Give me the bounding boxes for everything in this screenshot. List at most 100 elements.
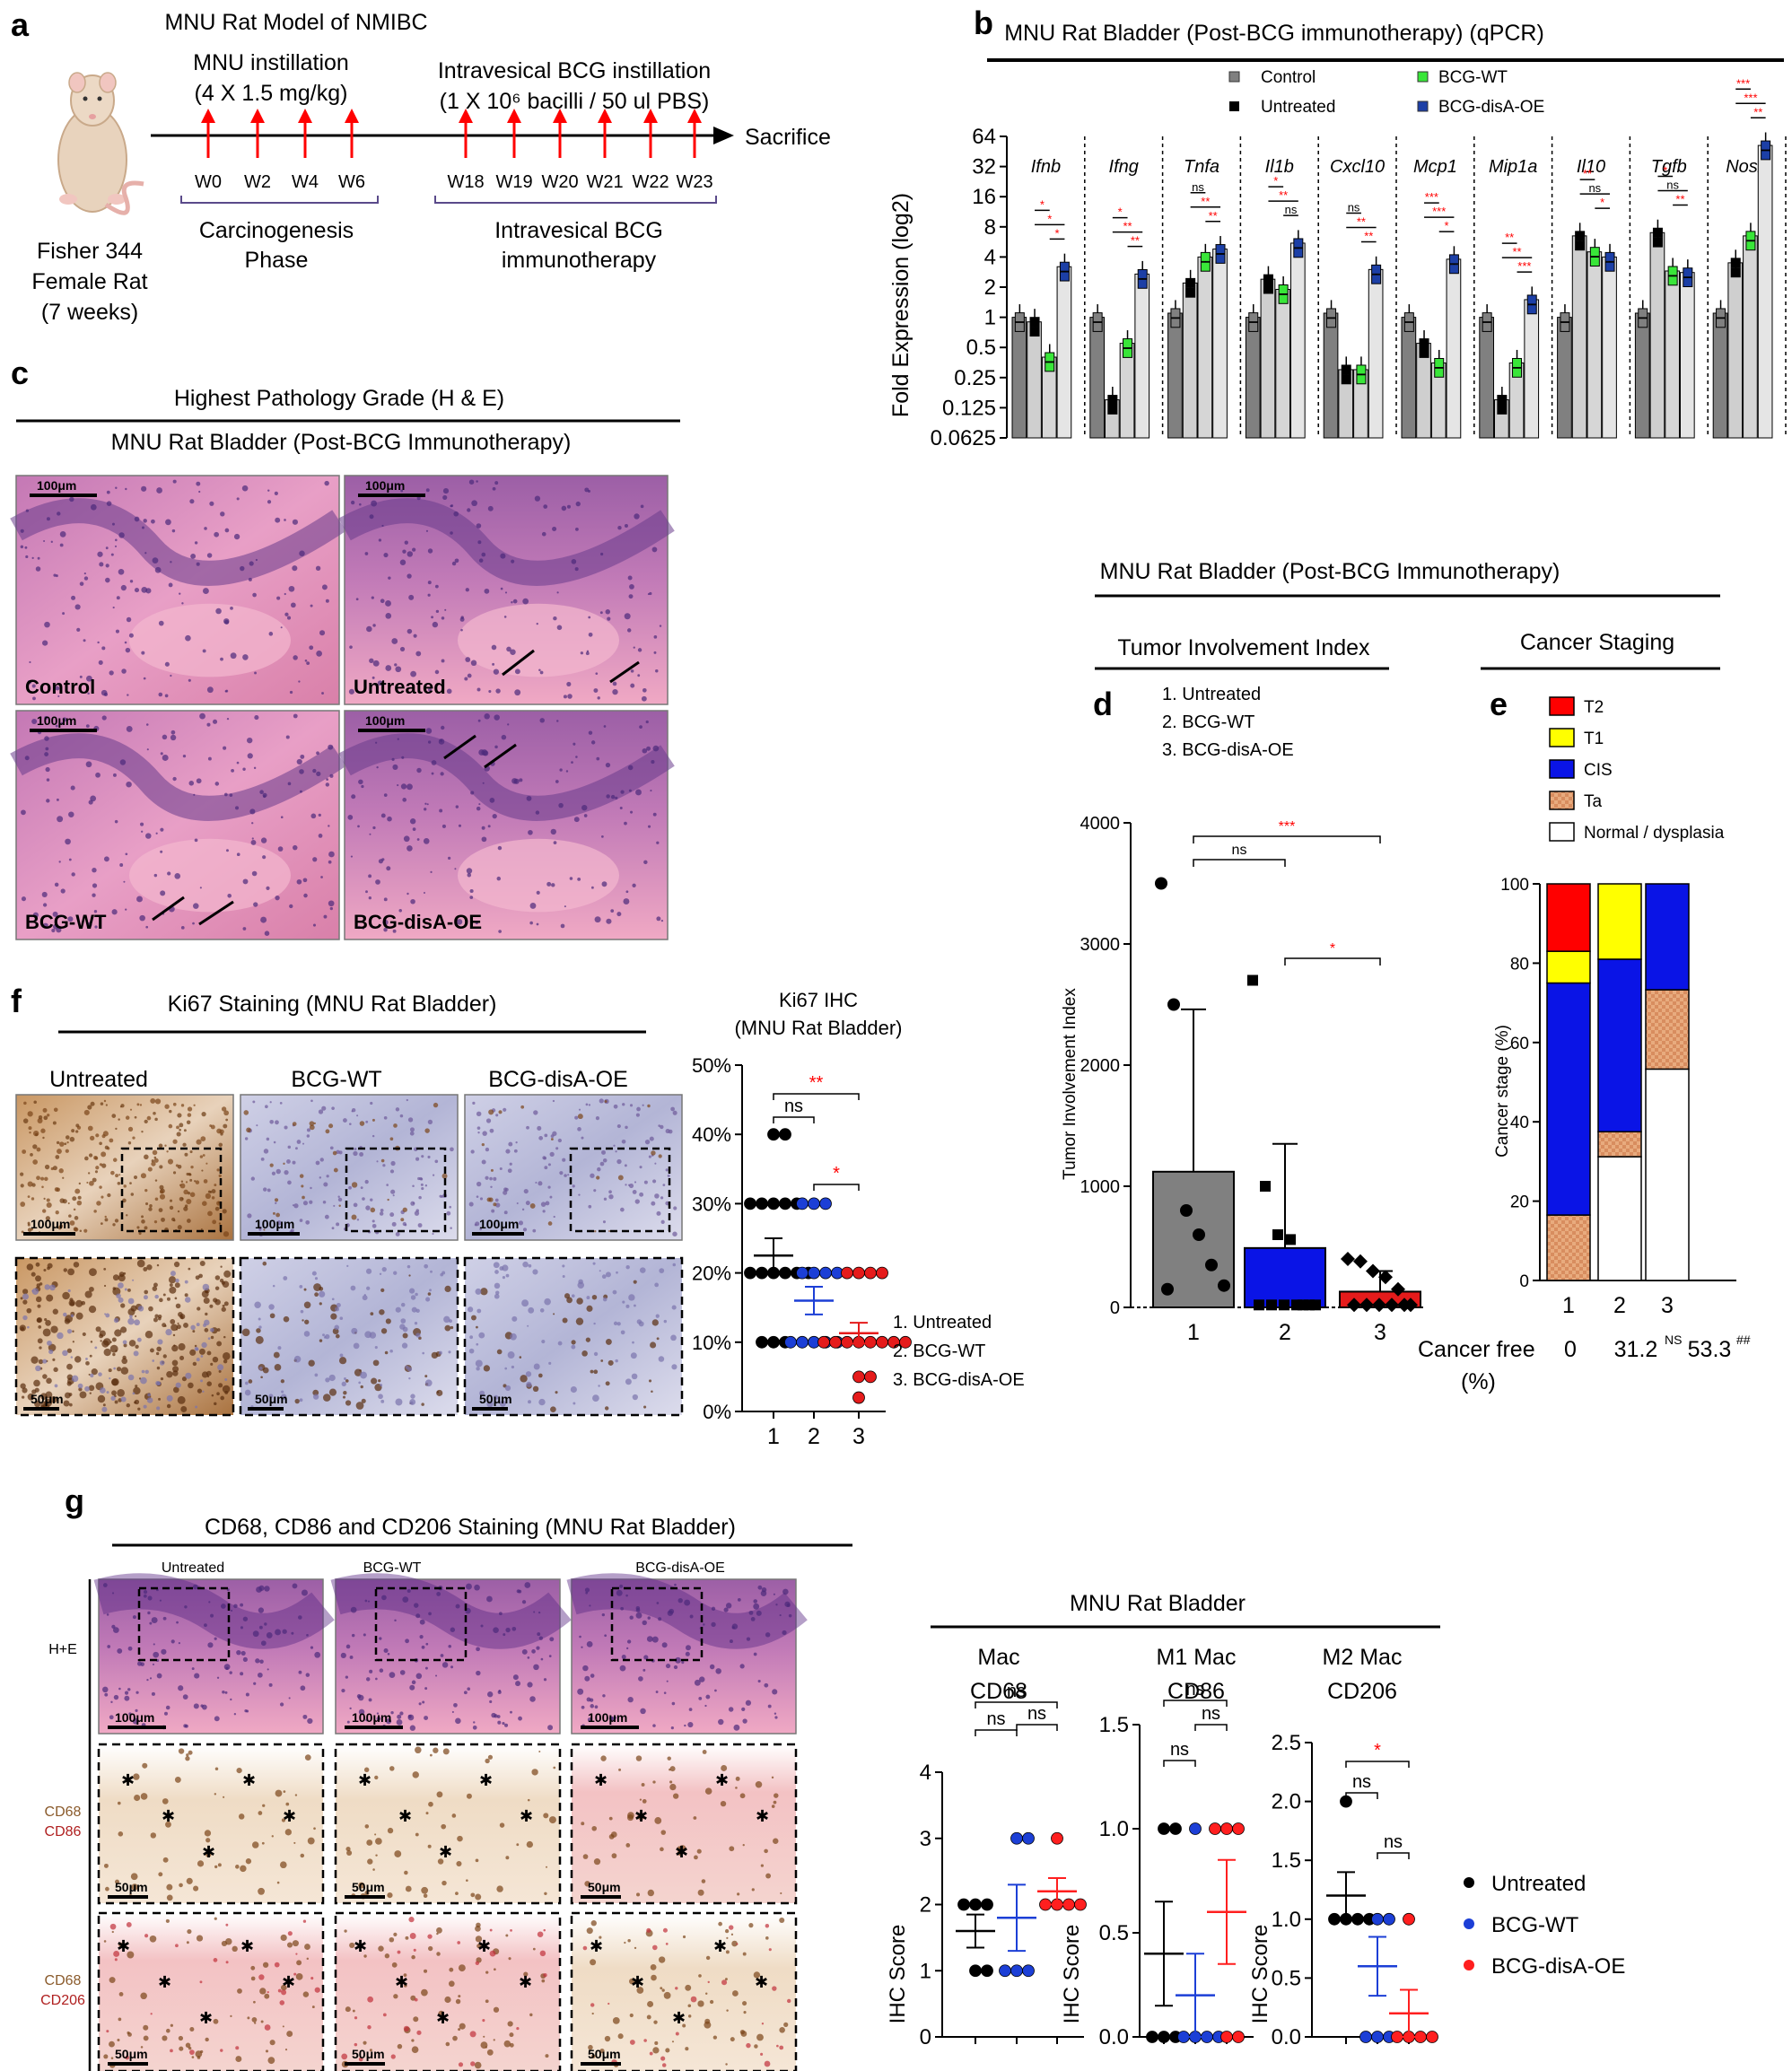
cell-nucleus — [642, 1799, 647, 1804]
positive-cell-marker: ✱ — [282, 1973, 295, 1991]
cell-nucleus — [634, 1946, 637, 1950]
cell-nucleus — [599, 2048, 605, 2054]
cell-nucleus — [595, 672, 599, 676]
cell-nucleus — [565, 770, 569, 773]
cell-nucleus — [63, 1400, 70, 1407]
cell-nucleus — [431, 1351, 439, 1359]
cell-nucleus — [31, 1197, 35, 1201]
cell-nucleus — [299, 769, 304, 774]
urothelium-layer — [10, 733, 346, 821]
cell-nucleus — [454, 868, 457, 870]
cell-nucleus — [196, 562, 200, 566]
cancer-free-unit: (%) — [1461, 1369, 1496, 1394]
cell-nucleus — [498, 1612, 503, 1616]
cell-nucleus — [339, 1353, 344, 1358]
cell-nucleus — [189, 1150, 193, 1154]
cell-nucleus — [180, 1104, 185, 1107]
cell-nucleus — [42, 1328, 51, 1337]
cell-nucleus — [205, 1289, 208, 1293]
qpcr-bar — [1727, 262, 1744, 439]
cell-nucleus — [177, 1322, 179, 1324]
cell-nucleus — [341, 1688, 345, 1693]
stage-legend-swatch — [1549, 759, 1575, 779]
cd206-head-1: M2 Mac — [1323, 1645, 1403, 1670]
cell-nucleus — [93, 910, 98, 913]
cell-nucleus — [599, 1270, 601, 1272]
cell-nucleus — [725, 2063, 728, 2066]
cell-nucleus — [158, 1397, 162, 1401]
cell-nucleus — [166, 1297, 170, 1301]
cell-nucleus — [141, 651, 145, 655]
cell-nucleus — [253, 1682, 257, 1685]
cell-nucleus — [190, 1324, 196, 1331]
cell-nucleus — [773, 1838, 779, 1845]
cell-nucleus — [242, 767, 246, 771]
cell-nucleus — [415, 1673, 423, 1680]
cell-nucleus — [135, 1691, 139, 1694]
cell-nucleus — [255, 1335, 264, 1344]
cell-nucleus — [400, 1302, 406, 1307]
y-tick-label: 8 — [984, 215, 996, 240]
stage-legend-label: T2 — [1584, 698, 1604, 717]
cell-nucleus — [170, 2023, 173, 2027]
cell-nucleus — [149, 1621, 153, 1625]
cell-nucleus — [138, 1231, 142, 1236]
cell-nucleus — [345, 1379, 349, 1383]
cell-nucleus — [548, 1816, 556, 1824]
cell-nucleus — [38, 1324, 42, 1329]
cell-nucleus — [152, 1149, 158, 1156]
scale-bar-label: 50μm — [352, 2047, 385, 2061]
cell-nucleus — [436, 1592, 441, 1596]
cell-nucleus — [74, 604, 81, 610]
cell-nucleus — [760, 1864, 765, 1867]
cell-nucleus — [230, 2014, 232, 2018]
cell-nucleus — [586, 1305, 593, 1312]
cell-nucleus — [364, 1890, 370, 1896]
cell-nucleus — [146, 1115, 152, 1121]
cell-nucleus — [287, 1145, 292, 1149]
cell-nucleus — [421, 1645, 425, 1649]
cell-nucleus — [319, 1176, 322, 1179]
cell-nucleus — [109, 1138, 114, 1143]
cell-nucleus — [306, 1128, 311, 1132]
cell-nucleus — [406, 892, 409, 896]
cell-nucleus — [293, 713, 298, 719]
cell-nucleus — [359, 1369, 362, 1372]
cell-nucleus — [364, 1824, 370, 1829]
cell-nucleus — [63, 1268, 68, 1272]
cell-nucleus — [214, 1917, 217, 1920]
cell-nucleus — [176, 1125, 179, 1130]
cell-nucleus — [432, 1232, 434, 1236]
cell-nucleus — [450, 1227, 452, 1229]
stage-segment — [1597, 1131, 1642, 1158]
cell-nucleus — [302, 1195, 305, 1200]
cell-nucleus — [260, 916, 267, 923]
cell-nucleus — [654, 1162, 657, 1165]
cell-nucleus — [496, 1349, 503, 1355]
cell-nucleus — [242, 1616, 249, 1621]
tumor-point — [1341, 1252, 1355, 1266]
cell-nucleus — [503, 1190, 508, 1195]
cell-nucleus — [351, 1633, 355, 1638]
cell-nucleus — [282, 2025, 284, 2028]
significance-bracket — [813, 1184, 860, 1191]
cell-nucleus — [169, 1286, 177, 1294]
cell-nucleus — [643, 1405, 647, 1409]
cell-nucleus — [212, 1356, 219, 1363]
ki67-plot-title-1: Ki67 IHC — [779, 989, 858, 1011]
cell-nucleus — [22, 1299, 28, 1305]
cell-nucleus — [124, 1691, 129, 1695]
cell-nucleus — [202, 588, 209, 595]
cell-nucleus — [165, 1918, 170, 1923]
cell-nucleus — [95, 1166, 100, 1170]
cell-nucleus — [147, 1611, 151, 1615]
cell-nucleus — [430, 870, 433, 873]
qpcr-point — [1761, 140, 1771, 151]
cell-nucleus — [408, 594, 415, 600]
g-legend-dot-bcg-disa — [1464, 1960, 1474, 1971]
cell-nucleus — [110, 553, 114, 556]
cell-nucleus — [275, 1202, 277, 1205]
qpcr-bar — [1167, 312, 1183, 439]
cell-nucleus — [529, 2013, 533, 2017]
cell-nucleus — [185, 1756, 190, 1761]
